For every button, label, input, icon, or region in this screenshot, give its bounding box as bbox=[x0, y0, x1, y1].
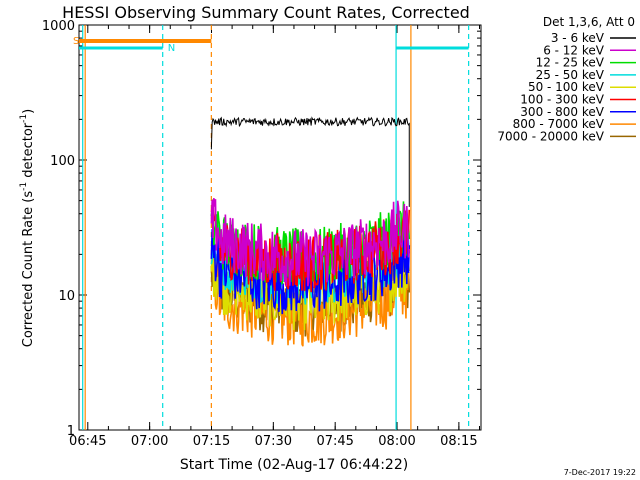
legend-label: 7000 - 20000 keV bbox=[497, 129, 604, 143]
plot-layer: 06:45 07:00 07:15 07:30 07:45 08:00 08:15 1 10 10… bbox=[42, 19, 482, 449]
legend-label: 6 - 12 keV bbox=[543, 43, 605, 57]
y-axis-label: Corrected Count Rate (s-1 detector-1) bbox=[19, 109, 36, 347]
y-tick-label: 1 bbox=[67, 424, 75, 439]
legend-label: 3 - 6 keV bbox=[551, 31, 605, 45]
y-axis-label-sup1: -1 bbox=[19, 182, 29, 191]
legend-label: 12 - 25 keV bbox=[536, 56, 605, 70]
y-tick-label: 100 bbox=[50, 154, 75, 169]
series-line bbox=[210, 259, 410, 347]
night-flag-label: N bbox=[168, 43, 175, 54]
legend-title: Det 1,3,6, Att 0 bbox=[543, 15, 635, 29]
y-tick-label: 1000 bbox=[42, 19, 75, 34]
saa-flag-label: S bbox=[73, 36, 79, 47]
x-tick-label: 08:00 bbox=[378, 434, 415, 449]
y-axis-label-part3: ) bbox=[21, 109, 36, 114]
x-tick-label: 06:45 bbox=[69, 434, 106, 449]
y-axis-label-sup2: -1 bbox=[19, 114, 29, 123]
legend-label: 25 - 50 keV bbox=[536, 68, 605, 82]
legend-label: 100 - 300 keV bbox=[520, 93, 604, 107]
y-tick-label: 10 bbox=[58, 289, 75, 304]
footer-timestamp: 7-Dec-2017 19:22 bbox=[564, 468, 636, 477]
x-tick-label: 07:30 bbox=[255, 434, 292, 449]
x-axis-label: Start Time (02-Aug-17 06:44:22) bbox=[180, 457, 408, 473]
x-tick-label: 08:15 bbox=[440, 434, 477, 449]
legend-label: 300 - 800 keV bbox=[520, 105, 604, 119]
x-tick-label: 07:15 bbox=[193, 434, 230, 449]
chart-title: HESSI Observing Summary Count Rates, Cor… bbox=[62, 3, 470, 22]
x-tick-label: 07:45 bbox=[316, 434, 353, 449]
legend-label: 800 - 7000 keV bbox=[513, 117, 605, 131]
y-axis-label-part2: detector bbox=[21, 122, 36, 182]
plot-frame bbox=[78, 24, 482, 431]
series-line bbox=[210, 116, 410, 207]
series-line bbox=[210, 198, 411, 287]
legend-label: 50 - 100 keV bbox=[528, 80, 605, 94]
x-tick-label: 07:00 bbox=[131, 434, 168, 449]
y-axis-label-part1: Corrected Count Rate (s bbox=[21, 191, 36, 348]
